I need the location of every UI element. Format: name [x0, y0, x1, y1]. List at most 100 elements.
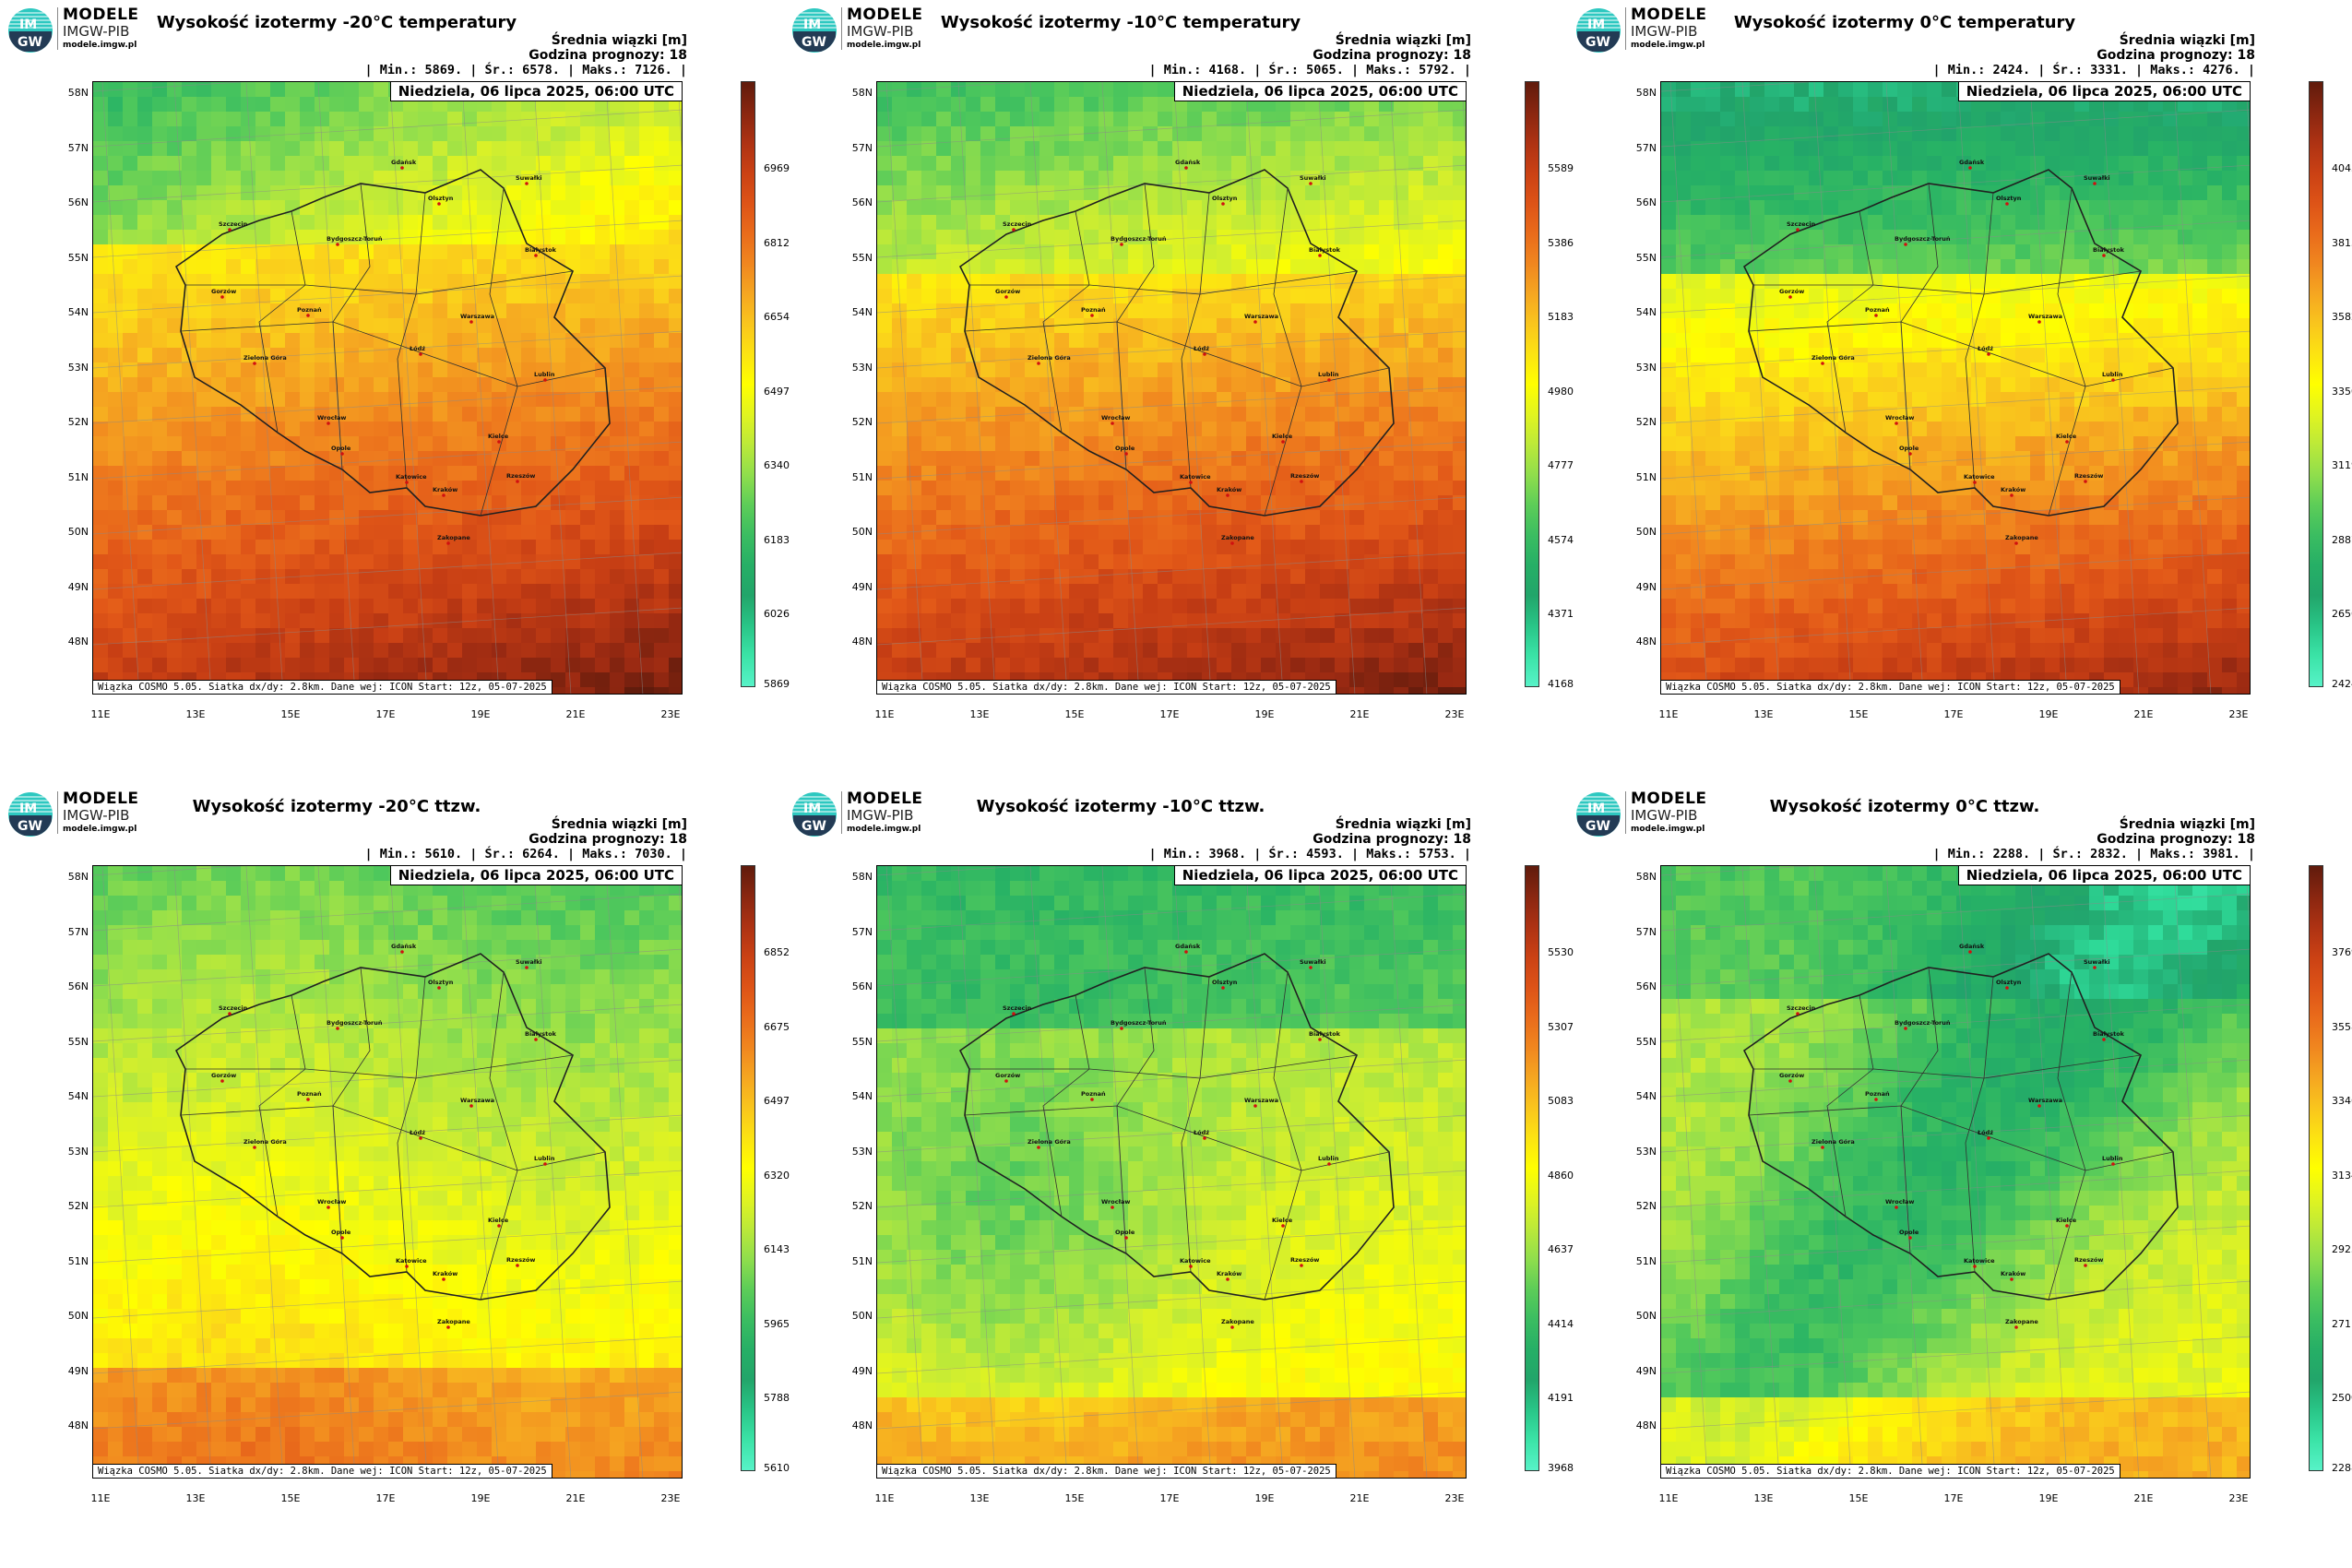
meridian-line [1669, 82, 1708, 694]
svg-text:GW: GW [802, 35, 826, 50]
colorbar [2309, 81, 2323, 687]
map-area[interactable]: Gdańsk Suwałki Olsztyn Szczecin Bydgoszcz-To… [92, 865, 683, 1479]
city-label: Zielona Góra [244, 1138, 287, 1146]
parallel-line [877, 552, 1466, 590]
lat-label: 51N [67, 470, 89, 483]
parallel-line [877, 496, 1466, 535]
city-label: Olsztyn [1996, 979, 2022, 986]
city-label: Wrocław [1885, 414, 1914, 422]
panel-title: Wysokość izotermy 0°C temperatury [1733, 13, 2076, 32]
lat-label: 57N [851, 141, 873, 154]
map-area[interactable]: Gdańsk Suwałki Olsztyn Szczecin Bydgoszcz-To… [1660, 865, 2251, 1479]
lat-label: 48N [67, 636, 89, 647]
brand-org: IMGW-PIB [847, 23, 914, 40]
colorbar-tick: 4414 [1548, 1317, 1574, 1330]
lat-label: 49N [851, 580, 873, 593]
city-label: Łódź [1977, 345, 1993, 352]
colorbar [1525, 81, 1539, 687]
city-label: Suwałki [516, 174, 542, 182]
lat-label: 49N [1635, 1364, 1657, 1377]
lat-label: 54N [67, 1090, 89, 1102]
lon-label: 19E [2038, 708, 2059, 720]
city-marker [1012, 228, 1016, 232]
valid-date: Niedziela, 06 lipca 2025, 06:00 UTC [1173, 82, 1466, 101]
lon-label: 17E [1943, 1492, 1964, 1504]
brand-url: modele.imgw.pl [847, 825, 921, 834]
city-marker [1987, 1136, 1990, 1140]
city-label: Zielona Góra [1028, 354, 1071, 362]
city-marker [1037, 362, 1040, 365]
city-label: Katowice [396, 1257, 427, 1265]
meridian-line [389, 866, 428, 1478]
region-border [1965, 976, 1994, 1273]
lat-label: 56N [67, 196, 89, 208]
city-label: Zakopane [437, 534, 470, 541]
city-marker [1090, 1098, 1094, 1101]
parallel-line [1661, 220, 2250, 258]
city-label: Poznań [297, 1090, 322, 1098]
city-marker [220, 295, 224, 299]
colorbar-tick: 6812 [764, 236, 790, 249]
region-border [1181, 976, 1210, 1273]
lat-label: 52N [67, 1200, 89, 1212]
city-marker [405, 481, 409, 484]
lon-label: 17E [375, 1492, 396, 1504]
city-label: Bydgoszcz-Toruń [1895, 235, 1951, 243]
parallel-line [1661, 330, 2250, 369]
forecast-hour: Godzina prognozy: 18 [1313, 832, 1471, 847]
colorbar-tick: 2424 [2332, 678, 2352, 690]
meridian-line [461, 866, 500, 1478]
parallel-line [93, 220, 682, 258]
city-label: Wrocław [317, 1198, 346, 1206]
lon-label: 11E [1658, 1492, 1679, 1504]
lat-label: 50N [1635, 526, 1657, 538]
city-marker [1788, 295, 1792, 299]
city-marker [1221, 202, 1225, 206]
meridian-line [2173, 866, 2212, 1478]
lat-label: 55N [1635, 1035, 1657, 1048]
parallel-line [93, 1004, 682, 1042]
city-marker [469, 320, 473, 324]
stats-line: | Min.: 2424. | Śr.: 3331. | Maks.: 4276… [1932, 63, 2256, 77]
map-area[interactable]: Gdańsk Suwałki Olsztyn Szczecin Bydgoszcz-To… [92, 81, 683, 695]
city-label: Olsztyn [428, 979, 454, 986]
city-label: Warszawa [1244, 313, 1278, 320]
avg-label: Średnia wiązki [m] [1335, 33, 1471, 48]
lat-label: 53N [1635, 1145, 1657, 1158]
meridian-line [605, 82, 644, 694]
lat-label: 57N [67, 141, 89, 154]
brand-text: MODELE IMGW-PIB modele.imgw.pl [63, 791, 139, 834]
meridian-line [885, 82, 924, 694]
parallel-line [93, 948, 682, 987]
lon-label: 15E [280, 1492, 301, 1504]
region-border [180, 321, 606, 387]
city-marker [543, 378, 547, 382]
brand-divider [57, 791, 58, 834]
region-border [1748, 321, 2174, 387]
region-border [397, 192, 426, 489]
region-border [258, 210, 306, 434]
stats-block: Średnia wiązki [m] Godzina prognozy: 18 … [1933, 817, 2256, 861]
colorbar-tick: 5386 [1548, 236, 1574, 249]
city-label: Poznań [1865, 306, 1890, 314]
map-panel-6: IM GW MODELE IMGW-PIB modele.imgw.pl Wys… [1568, 784, 2352, 1568]
lon-label: 23E [660, 708, 681, 720]
lon-label: 23E [1444, 708, 1465, 720]
brand-divider [1625, 7, 1626, 50]
colorbar-tick: 3968 [1548, 1462, 1574, 1474]
city-marker [1796, 1012, 1800, 1016]
svg-text:GW: GW [1586, 35, 1610, 50]
city-label: Kraków [2001, 1270, 2025, 1277]
meridian-line [101, 866, 140, 1478]
map-area[interactable]: Gdańsk Suwałki Olsztyn Szczecin Bydgoszcz-To… [876, 865, 1467, 1479]
city-marker [2084, 1264, 2087, 1267]
meridian-line [885, 866, 924, 1478]
meridian-line [533, 82, 572, 694]
city-label: Warszawa [460, 1097, 494, 1104]
region-border [1042, 994, 1090, 1218]
map-area[interactable]: Gdańsk Suwałki Olsztyn Szczecin Bydgoszcz-To… [1660, 81, 2251, 695]
map-area[interactable]: Gdańsk Suwałki Olsztyn Szczecin Bydgoszcz-To… [876, 81, 1467, 695]
city-marker [1253, 1104, 1257, 1108]
parallel-line [93, 1280, 682, 1319]
parallel-line [1661, 441, 2250, 480]
